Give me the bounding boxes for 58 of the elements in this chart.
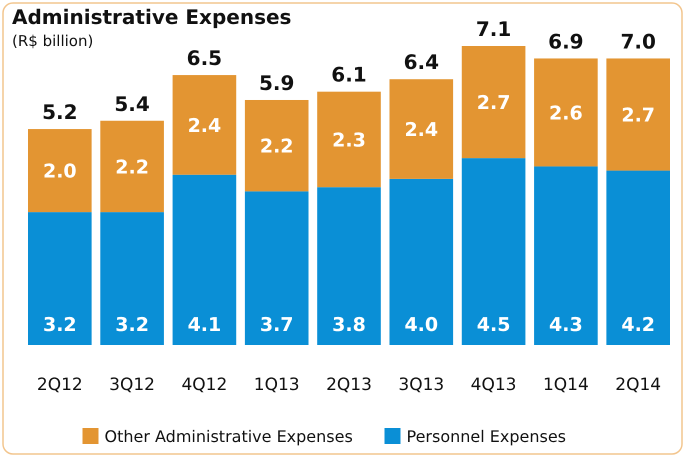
total-label: 6.4 xyxy=(404,50,440,74)
bar xyxy=(28,129,92,212)
data-label: 2.7 xyxy=(476,92,510,114)
x-tick-label: 1Q13 xyxy=(254,375,300,395)
data-label: 2.4 xyxy=(404,119,438,142)
total-label: 6.5 xyxy=(186,46,222,70)
data-label: 4.5 xyxy=(476,314,510,336)
data-label: 3.2 xyxy=(115,314,149,336)
x-tick-label: 2Q14 xyxy=(615,375,662,395)
data-label: 4.3 xyxy=(549,314,583,336)
data-label: 2.4 xyxy=(188,114,222,137)
bar xyxy=(389,79,454,179)
bar xyxy=(462,46,526,158)
bar xyxy=(317,187,381,345)
data-label: 3.7 xyxy=(260,314,294,336)
chart-subtitle: (R$ billion) xyxy=(12,32,94,50)
x-tick-label: 4Q13 xyxy=(470,375,517,395)
bar xyxy=(172,75,236,175)
x-tick-label: 3Q12 xyxy=(109,375,156,395)
data-label: 3.2 xyxy=(42,314,77,336)
x-tick-label: 1Q14 xyxy=(542,375,589,395)
total-label: 6.9 xyxy=(548,29,584,54)
total-label: 7.1 xyxy=(476,17,512,41)
bar xyxy=(534,166,598,345)
x-tick-label: 4Q12 xyxy=(181,375,228,395)
data-label: 2.3 xyxy=(332,129,366,152)
data-label: 4.1 xyxy=(188,314,222,336)
legend-label: Other Administrative Expenses xyxy=(104,427,353,446)
x-tick-label: 3Q13 xyxy=(398,375,444,395)
total-label: 5.4 xyxy=(114,92,150,116)
bar xyxy=(244,191,309,345)
chart-title: Administrative Expenses xyxy=(12,5,292,29)
bar xyxy=(606,170,670,345)
bar xyxy=(100,120,164,212)
bar xyxy=(172,174,236,345)
bar xyxy=(534,58,598,166)
total-label: 7.0 xyxy=(620,29,656,54)
bar xyxy=(389,178,454,345)
bar xyxy=(317,92,381,188)
total-label: 5.2 xyxy=(42,100,78,124)
bar xyxy=(244,100,309,192)
data-label: 2.7 xyxy=(621,104,656,127)
total-label: 6.1 xyxy=(331,62,367,87)
bar xyxy=(606,58,670,171)
x-tick-label: 2Q12 xyxy=(36,375,83,395)
data-label: 4.2 xyxy=(621,314,656,336)
data-label: 2.6 xyxy=(549,102,583,124)
data-label: 4.0 xyxy=(404,314,438,336)
data-label: 2.2 xyxy=(260,136,294,158)
bar xyxy=(100,212,164,345)
total-label: 5.9 xyxy=(258,70,294,95)
x-tick-label: 2Q13 xyxy=(326,375,372,395)
data-label: 3.8 xyxy=(332,314,366,336)
bar xyxy=(462,158,526,345)
data-label: 2.2 xyxy=(115,156,149,178)
legend-label: Personnel Expenses xyxy=(406,427,566,446)
data-label: 2.0 xyxy=(42,160,77,183)
bar xyxy=(28,212,92,345)
